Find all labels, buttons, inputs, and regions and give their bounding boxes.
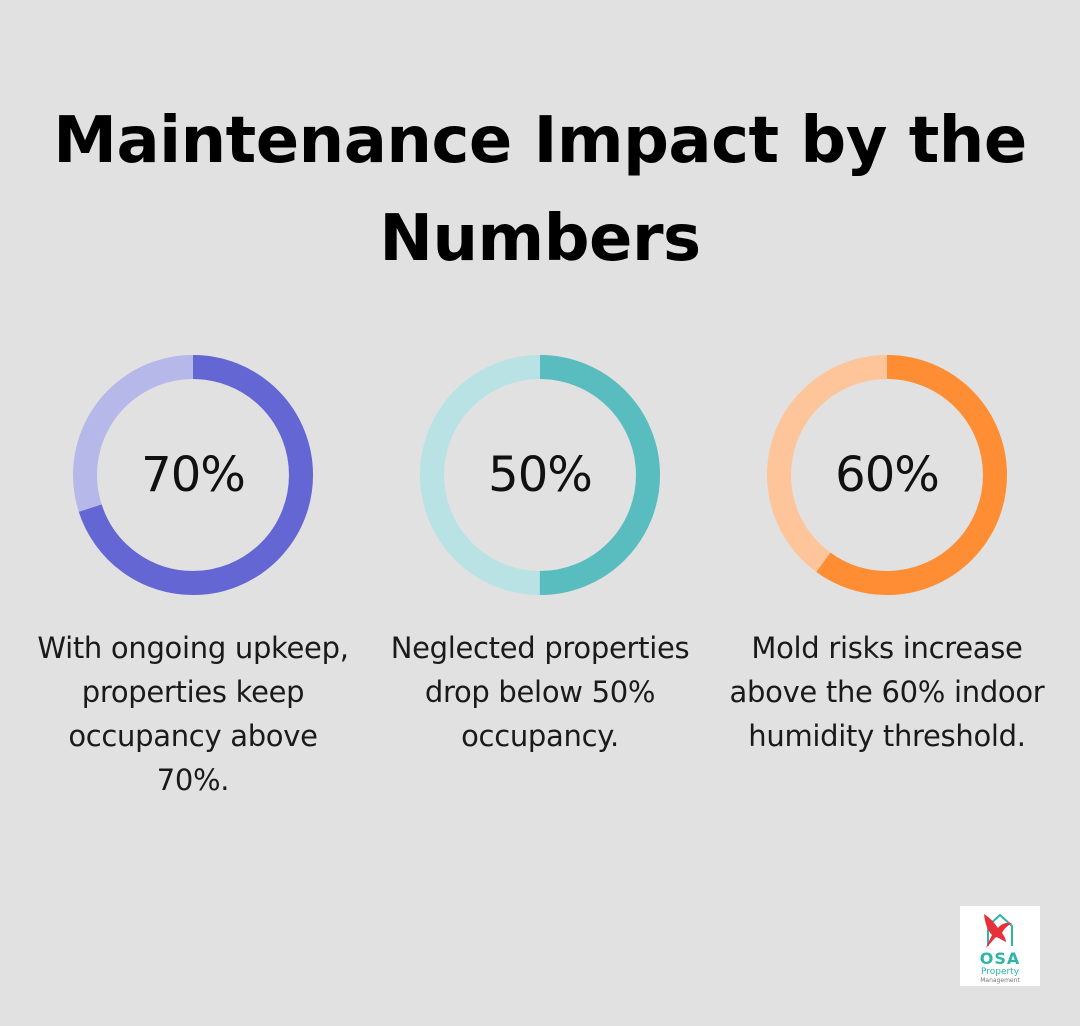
stat-description-2: Neglected properties drop below 50% occu… xyxy=(390,631,690,753)
stat-value-3: 60% xyxy=(835,447,940,503)
logo-line-2: Management xyxy=(980,977,1020,984)
donut-chart-1 xyxy=(68,350,318,600)
logo-house-icon xyxy=(987,913,1013,946)
donut-arc-1 xyxy=(73,355,313,595)
logo-bird-icon xyxy=(984,913,1013,948)
company-logo: OSA Property Management xyxy=(960,906,1040,986)
stat-value-2: 50% xyxy=(488,447,593,503)
donut-arc-3 xyxy=(767,355,1007,595)
stat-description-3: Mold risks increase above the 60% indoor… xyxy=(729,631,1045,753)
donut-chart-2 xyxy=(415,350,665,600)
logo-bird-shape xyxy=(984,914,1012,948)
logo-name: OSA xyxy=(979,949,1021,968)
logo-line-1: Property xyxy=(980,967,1020,977)
donut-chart-3 xyxy=(762,350,1012,600)
stat-description-1: With ongoing upkeep, properties keep occ… xyxy=(37,631,349,797)
stat-value-1: 70% xyxy=(141,447,246,503)
page-title: Maintenance Impact by the Numbers xyxy=(53,104,1027,276)
donut-arc-2 xyxy=(420,355,660,595)
